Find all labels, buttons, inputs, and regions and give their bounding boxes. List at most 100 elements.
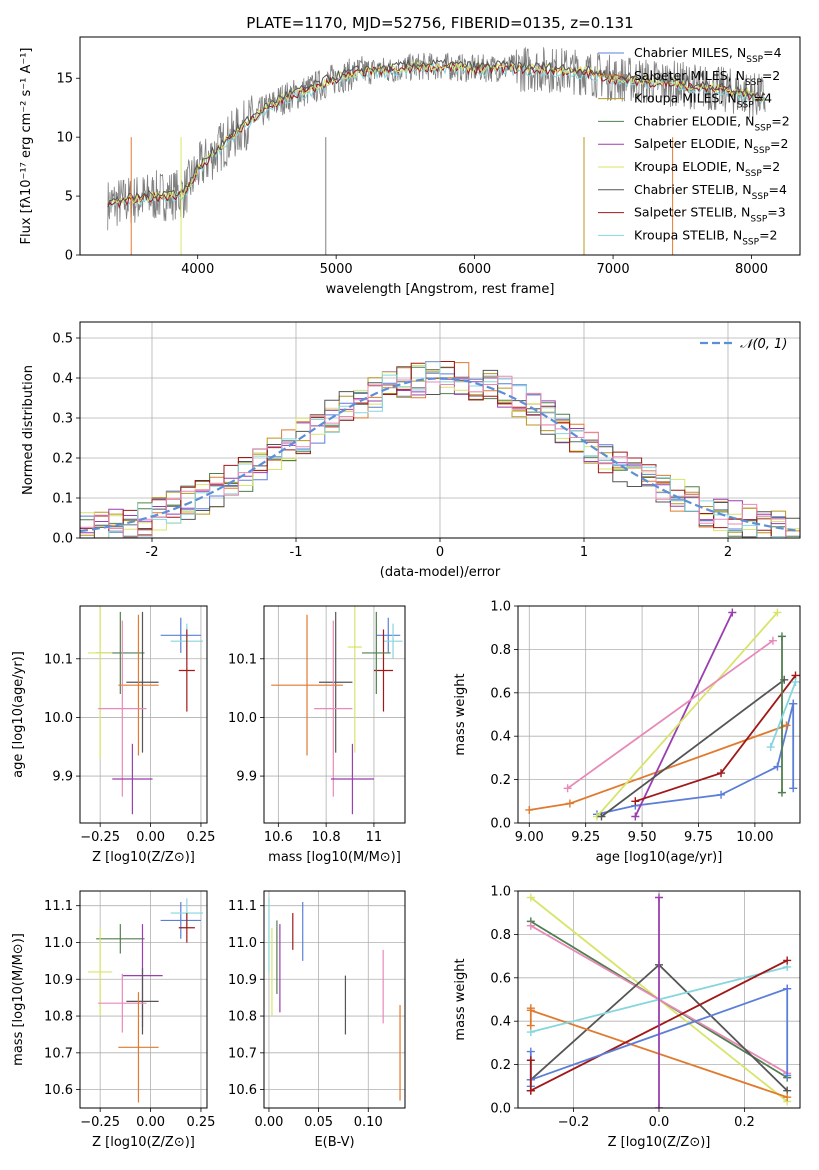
x-tick-label: 0.00 (136, 830, 165, 845)
series-marker (773, 762, 782, 771)
y-tick-label: 9.9 (52, 770, 73, 785)
y-tick-label: 0.8 (490, 928, 511, 943)
panel-spectrum: 4000 5000 6000 7000 8000 0 5 10 15 wavelength [An… (19, 36, 801, 297)
y-tick-label: 0.2 (490, 1058, 511, 1073)
panel-residuals: -2 -1 0 1 2 0.0 0.1 0.2 0.3 0.4 0.5 (data-model)/er… (21, 321, 801, 580)
y-tick-label: 10.9 (44, 973, 73, 988)
plot-area (526, 893, 792, 1108)
x-axis-label: E(B-V) (314, 1135, 354, 1150)
plot-frame (79, 321, 801, 539)
y-axis-label: mass weight (453, 958, 468, 1040)
panel-mass-vs-ebv: 0.00 0.05 0.10 10.6 10.7 10.8 10.9 11.0 11.1 E(B-… (228, 890, 406, 1150)
legend-label: Kroupa MILES, NSSP=4 (634, 91, 772, 111)
series-marker (777, 632, 786, 641)
x-tick-label: 7000 (597, 262, 630, 277)
plot-area (88, 898, 203, 1103)
plot-frame (263, 890, 406, 1109)
y-tick-label: 0.4 (490, 730, 511, 745)
plot-frame (79, 605, 208, 824)
plot-frame (79, 890, 208, 1109)
series-line (567, 639, 774, 790)
plot-area (88, 606, 203, 815)
series-marker (789, 784, 798, 793)
y-tick-label: 10.9 (228, 973, 257, 988)
y-axis-label: Flux [fλ10⁻¹⁷ erg cm⁻² s⁻¹ A⁻¹] (19, 48, 34, 245)
x-tick-label: 0.00 (136, 1115, 165, 1130)
series-marker (526, 1086, 535, 1095)
y-tick-label: 10.8 (44, 1010, 73, 1025)
series-marker (791, 677, 800, 686)
plot-frame (263, 605, 406, 824)
y-tick-label: 1.0 (490, 600, 511, 615)
x-tick-label: 10.8 (312, 830, 341, 845)
x-axis-label: Z [log10(Z/Z⊙)] (608, 1135, 711, 1150)
x-tick-label: 0.0 (649, 1115, 670, 1130)
x-tick-label: 0.2 (734, 1115, 755, 1130)
series-marker (526, 1047, 535, 1056)
x-tick-label: 10.6 (264, 830, 293, 845)
x-tick-label: 0.25 (186, 1115, 215, 1130)
x-tick-label: 11 (366, 830, 383, 845)
legend-label: Kroupa STELIB, NSSP=2 (634, 227, 778, 247)
y-axis-label: mass weight (453, 673, 468, 755)
x-tick-label: −0.2 (558, 1115, 590, 1130)
legend-label: Chabrier ELODIE, NSSP=2 (634, 113, 790, 133)
x-tick-label: 9.50 (628, 830, 657, 845)
x-tick-label: −0.25 (80, 830, 120, 845)
x-tick-label: 8000 (735, 262, 768, 277)
y-tick-label: 0.6 (490, 971, 511, 986)
figure-title: PLATE=1170, MJD=52756, FIBERID=0135, z=0… (246, 14, 633, 32)
y-tick-label: 9.9 (236, 770, 257, 785)
y-tick-label: 0.2 (490, 773, 511, 788)
series-line (634, 612, 734, 817)
series-marker (563, 784, 572, 793)
y-tick-label: 0.3 (52, 412, 73, 427)
series-line (600, 679, 785, 818)
series-marker (631, 812, 640, 821)
series-marker (783, 1093, 792, 1102)
y-tick-label: 10.6 (44, 1083, 73, 1098)
y-axis-label: Normed distribution (21, 365, 36, 495)
x-tick-label: 10.00 (736, 830, 773, 845)
series-marker (631, 797, 640, 806)
x-tick-label: 0.00 (254, 1115, 283, 1130)
series-marker (526, 1004, 535, 1013)
series-line (769, 681, 797, 748)
y-tick-label: 10 (56, 131, 73, 146)
y-tick-label: 11.0 (44, 936, 73, 951)
x-tick-label: 0.10 (354, 1115, 383, 1130)
x-tick-label: 9.25 (571, 830, 600, 845)
spectrum-model-line (107, 57, 766, 205)
legend-label: Salpeter STELIB, NSSP=3 (634, 205, 786, 225)
y-tick-label: 10.6 (228, 1083, 257, 1098)
series-line (635, 674, 797, 803)
y-tick-label: 1.0 (490, 885, 511, 900)
y-tick-label: 0.5 (52, 332, 73, 347)
y-tick-label: 11.1 (228, 899, 257, 914)
x-tick-label: 2 (724, 545, 732, 560)
y-axis-label: mass [log10(M/M⊙)] (11, 933, 26, 1066)
x-axis-label: Z [log10(Z/Z⊙)] (92, 1135, 195, 1150)
plot-area (525, 608, 800, 821)
series-marker (526, 921, 535, 930)
legend-label: Salpeter MILES, NSSP=2 (634, 68, 780, 88)
plot-area (107, 47, 766, 255)
x-tick-label: −0.25 (80, 1115, 120, 1130)
y-tick-label: 10.7 (44, 1046, 73, 1061)
legend-label: 𝒩(0, 1) (740, 337, 787, 352)
series-marker (783, 984, 792, 993)
y-tick-label: 0.0 (490, 1102, 511, 1117)
series-marker (773, 608, 782, 617)
x-axis-label: wavelength [Angstrom, rest frame] (326, 282, 555, 297)
x-axis-label: Z [log10(Z/Z⊙)] (92, 850, 195, 865)
plot-area (271, 606, 403, 815)
y-tick-label: 0.8 (490, 643, 511, 658)
x-tick-label: 0 (436, 545, 444, 560)
series-marker (728, 608, 737, 617)
series-marker (526, 1056, 535, 1065)
y-tick-label: 11.0 (228, 936, 257, 951)
series-marker (525, 805, 534, 814)
x-tick-label: 4000 (181, 262, 214, 277)
series-marker (783, 956, 792, 965)
